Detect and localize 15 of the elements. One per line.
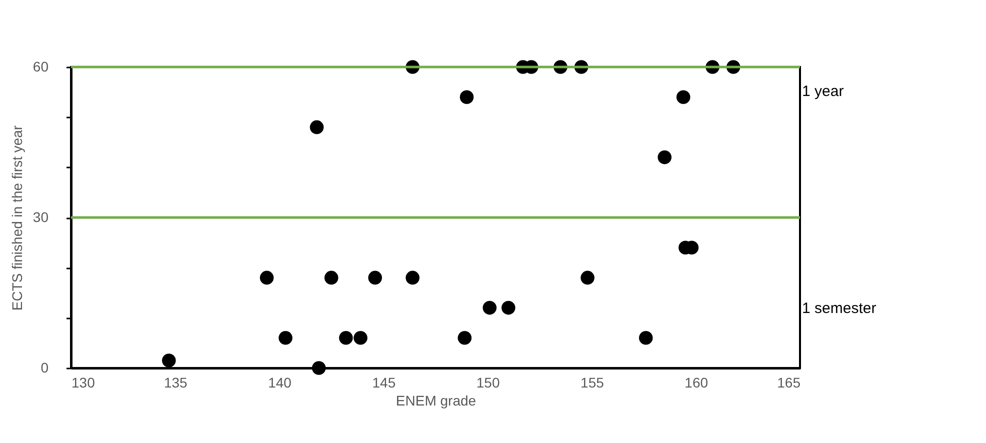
x-tick-label: 155 [580,374,604,390]
y-axis-title: ECTS finished in the first year [8,125,25,311]
text: 1 year [802,83,844,100]
x-tick-label: 140 [268,374,292,390]
x-tick-label: 135 [164,374,188,390]
x-tick-label: 130 [72,374,96,390]
text: 1 semester [802,300,876,317]
y-tick-label: 30 [32,209,49,225]
y-tick-label: 0 [40,360,49,376]
x-tick-label: 165 [777,374,801,390]
x-axis-title: ENEM grade [396,392,476,408]
x-tick-label: 145 [372,374,396,390]
x-tick-label: 160 [684,374,708,390]
x-tick-label: 150 [476,374,500,390]
y-tick-label: 60 [32,58,49,74]
